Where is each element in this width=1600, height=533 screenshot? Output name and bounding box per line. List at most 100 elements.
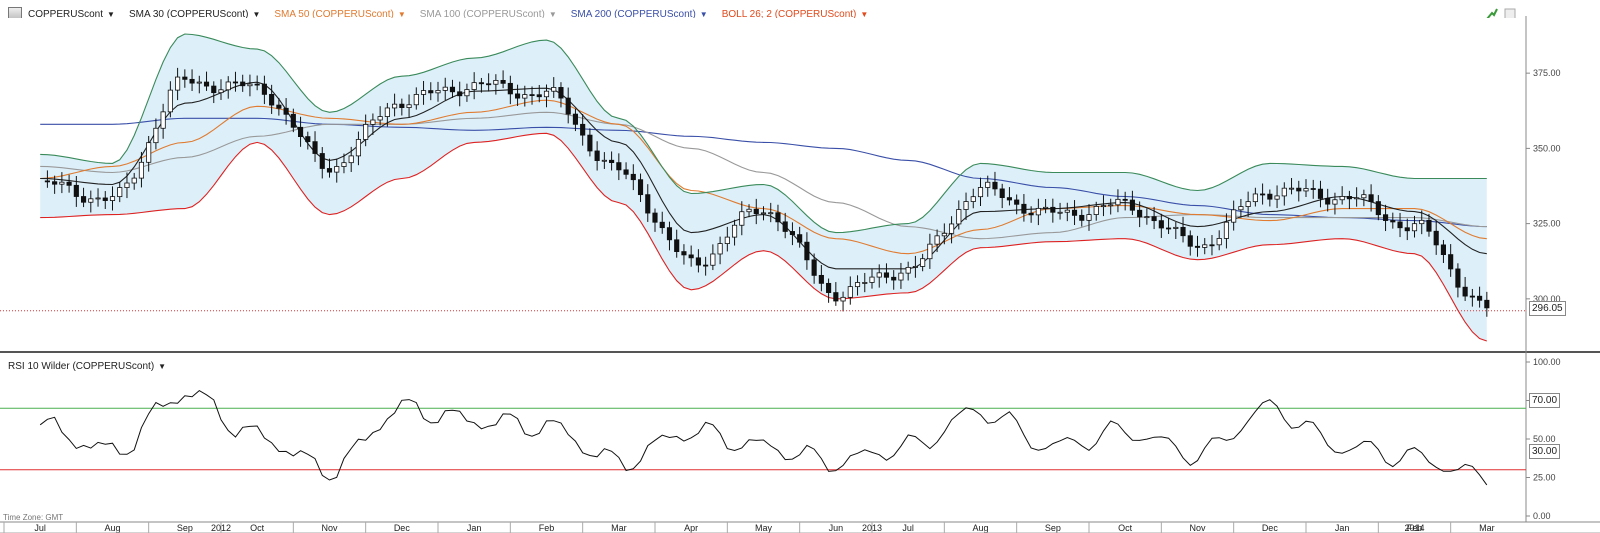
candle-body xyxy=(609,159,615,164)
candle-body xyxy=(189,78,195,84)
candle-body xyxy=(977,187,984,198)
candle-body xyxy=(261,83,267,95)
candle-body xyxy=(703,264,709,267)
legend-bollinger[interactable]: BOLL 26; 2 (COPPERUScont) ▼ xyxy=(721,8,869,20)
candle-body xyxy=(833,292,839,302)
candle-body xyxy=(493,79,499,85)
candle-body xyxy=(948,223,955,234)
candle-body xyxy=(1404,227,1410,232)
candle-body xyxy=(956,209,962,225)
candle-body xyxy=(486,83,492,86)
candle-body xyxy=(1006,197,1013,201)
candle-body xyxy=(587,134,593,152)
month-label-14: Sep xyxy=(1045,523,1061,533)
price-tick-label-3: 375.00 xyxy=(1533,68,1561,78)
candle-body xyxy=(941,232,947,237)
legend-sma100[interactable]: SMA 100 (COPPERUScont) ▼ xyxy=(419,8,557,20)
candle-body xyxy=(1014,199,1020,205)
month-label-20: Mar xyxy=(1479,523,1495,533)
month-label-7: Feb xyxy=(539,523,555,533)
candle-body xyxy=(1028,212,1034,216)
sma200-line xyxy=(40,117,1487,228)
month-label-18: Jan xyxy=(1335,523,1350,533)
time-zone-label: Time Zone: GMT xyxy=(3,513,64,522)
candle-body xyxy=(1187,235,1193,247)
legend-symbol[interactable]: COPPERUScont ▼ xyxy=(28,8,115,20)
year-label-0: 2012 xyxy=(211,523,231,533)
candle-body xyxy=(146,142,152,163)
candle-body xyxy=(840,296,846,302)
candle-body xyxy=(131,177,137,184)
candle-body xyxy=(1397,221,1403,229)
candle-body xyxy=(876,272,882,278)
candle-body xyxy=(601,159,607,162)
candle-body xyxy=(782,221,788,232)
candle-body xyxy=(688,254,694,259)
candle-body xyxy=(175,76,181,91)
bollinger-lower-line xyxy=(40,132,1487,342)
month-label-10: May xyxy=(755,523,773,533)
candle-body xyxy=(1100,205,1107,208)
candle-body xyxy=(247,83,253,87)
rsi-legend[interactable]: RSI 10 Wilder (COPPERUScont) ▼ xyxy=(8,361,167,372)
candle-body xyxy=(1137,209,1143,218)
candle-body xyxy=(804,241,810,261)
bollinger-upper-line xyxy=(40,33,1487,234)
legend-sma200[interactable]: SMA 200 (COPPERUScont) ▼ xyxy=(570,8,708,20)
rsi-tick-label-1: 25.00 xyxy=(1533,473,1556,483)
candle-body xyxy=(970,196,976,202)
candle-body xyxy=(905,266,911,274)
candle-body xyxy=(399,103,405,109)
candle-body xyxy=(1310,188,1316,190)
candle-body xyxy=(1086,214,1092,221)
candle-body xyxy=(406,104,412,109)
candle-body xyxy=(1390,220,1396,223)
legend-sma50[interactable]: SMA 50 (COPPERUScont) ▼ xyxy=(274,8,406,20)
candle-body xyxy=(1267,193,1273,200)
candle-body xyxy=(254,83,260,86)
candle-body xyxy=(102,197,108,201)
rsi-lower-level-label: 30.00 xyxy=(1529,444,1561,459)
candle-body xyxy=(1209,244,1215,247)
candle-body xyxy=(1469,295,1475,298)
candle-body xyxy=(934,235,940,245)
candle-body xyxy=(1108,204,1114,207)
candle-body xyxy=(167,89,173,113)
candle-body xyxy=(1368,194,1374,202)
candle-body xyxy=(854,282,861,288)
candle-body xyxy=(1035,207,1041,216)
candle-body xyxy=(1354,197,1360,200)
candle-body xyxy=(153,127,159,144)
candle-body xyxy=(529,94,535,96)
year-label-2: 2014 xyxy=(1404,523,1424,533)
last-price-label: 296.05 xyxy=(1529,301,1566,316)
candle-body xyxy=(797,234,803,243)
sma100-line xyxy=(40,111,1487,240)
candle-body xyxy=(297,126,304,137)
candle-body xyxy=(1411,223,1418,232)
candle-body xyxy=(963,201,969,210)
candle-body xyxy=(869,276,875,283)
candle-body xyxy=(522,94,528,99)
candle-body xyxy=(1462,286,1468,297)
month-label-11: Jun xyxy=(829,523,844,533)
candle-body xyxy=(1079,214,1085,221)
draw-trend-icon[interactable] xyxy=(1486,8,1498,20)
candle-body xyxy=(66,181,72,186)
candle-body xyxy=(1043,206,1049,209)
candle-body xyxy=(1144,216,1150,219)
candle-body xyxy=(746,208,752,213)
candle-body xyxy=(659,221,665,229)
candle-body xyxy=(912,266,918,268)
candle-body xyxy=(623,169,629,175)
candle-body xyxy=(1440,244,1447,256)
candle-body xyxy=(674,239,680,252)
candle-body xyxy=(428,90,434,94)
candle-body xyxy=(717,243,723,255)
candle-body xyxy=(1021,203,1027,214)
month-label-13: Aug xyxy=(972,523,988,533)
candle-body xyxy=(927,243,933,260)
price-tick-label-0: 300.00 xyxy=(1533,294,1561,304)
legend-sma30[interactable]: SMA 30 (COPPERUScont) ▼ xyxy=(128,8,261,20)
